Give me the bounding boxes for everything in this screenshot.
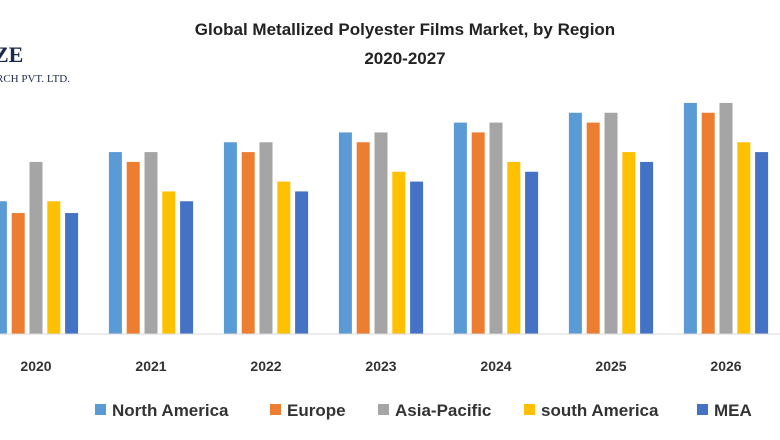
legend-swatch-europe [270, 404, 281, 415]
bar-2025-south-america [622, 152, 636, 334]
legend-label-mea: MEA [714, 401, 752, 420]
bar-2020-south-america [47, 201, 61, 334]
bar-2021-europe [126, 161, 140, 334]
legend-swatch-mea [697, 404, 708, 415]
legend-swatch-south-america [524, 404, 535, 415]
legend-label-asia-pacific: Asia-Pacific [395, 401, 491, 420]
bar-2020-mea [65, 213, 79, 334]
bar-2020-europe [11, 213, 25, 334]
logo-line-2: RCH PVT. LTD. [0, 73, 70, 85]
x-tick-label: 2026 [710, 358, 741, 374]
legend-label-north-america: North America [112, 401, 229, 420]
bar-2025-north-america [568, 112, 582, 334]
bar-2024-north-america [453, 122, 467, 334]
x-tick-label: 2022 [250, 358, 281, 374]
bar-2022-mea [295, 191, 309, 334]
bar-2021-asia-pacific [144, 152, 158, 334]
bar-2023-asia-pacific [374, 132, 388, 334]
chart-subtitle: 2020-2027 [364, 49, 445, 68]
bar-2020-north-america [0, 201, 7, 334]
bar-2022-asia-pacific [259, 142, 273, 334]
bar-2026-asia-pacific [719, 102, 733, 335]
bar-2021-south-america [162, 191, 176, 334]
bar-2022-north-america [223, 142, 237, 334]
bar-2021-mea [180, 201, 194, 334]
bar-2026-europe [701, 112, 715, 334]
x-tick-label: 2025 [595, 358, 626, 374]
bar-2022-europe [241, 152, 255, 334]
bar-2023-south-america [392, 171, 406, 334]
bar-2026-mea [755, 152, 769, 334]
x-tick-labels: 2020 2021 2022 2023 2024 2025 2026 [20, 358, 741, 374]
bar-2026-north-america [683, 102, 697, 335]
bar-2020-asia-pacific [29, 161, 43, 334]
bar-2023-mea [410, 181, 424, 334]
bar-2025-asia-pacific [604, 112, 618, 334]
x-tick-label: 2021 [135, 358, 166, 374]
logo-line-1: ZE [0, 42, 23, 67]
bar-2026-south-america [737, 142, 751, 334]
bar-2024-mea [525, 171, 539, 334]
legend-swatch-north-america [95, 404, 106, 415]
x-tick-label: 2020 [20, 358, 51, 374]
legend-label-south-america: south America [541, 401, 659, 420]
legend-swatch-asia-pacific [378, 404, 389, 415]
bar-2025-mea [640, 161, 654, 334]
bar-2022-south-america [277, 181, 291, 334]
bar-2024-south-america [507, 161, 521, 334]
bar-2021-north-america [108, 152, 122, 334]
bar-2023-europe [356, 142, 370, 334]
bar-2024-asia-pacific [489, 122, 503, 334]
bars-group [0, 102, 769, 335]
bar-2023-north-america [338, 132, 352, 334]
x-tick-label: 2023 [365, 358, 396, 374]
legend: North America Europe Asia-Pacific south Ame… [95, 401, 752, 420]
bar-2025-europe [586, 122, 600, 334]
chart-title: Global Metallized Polyester Films Market… [195, 20, 615, 39]
legend-label-europe: Europe [287, 401, 346, 420]
bar-2024-europe [471, 132, 485, 334]
x-tick-label: 2024 [480, 358, 511, 374]
